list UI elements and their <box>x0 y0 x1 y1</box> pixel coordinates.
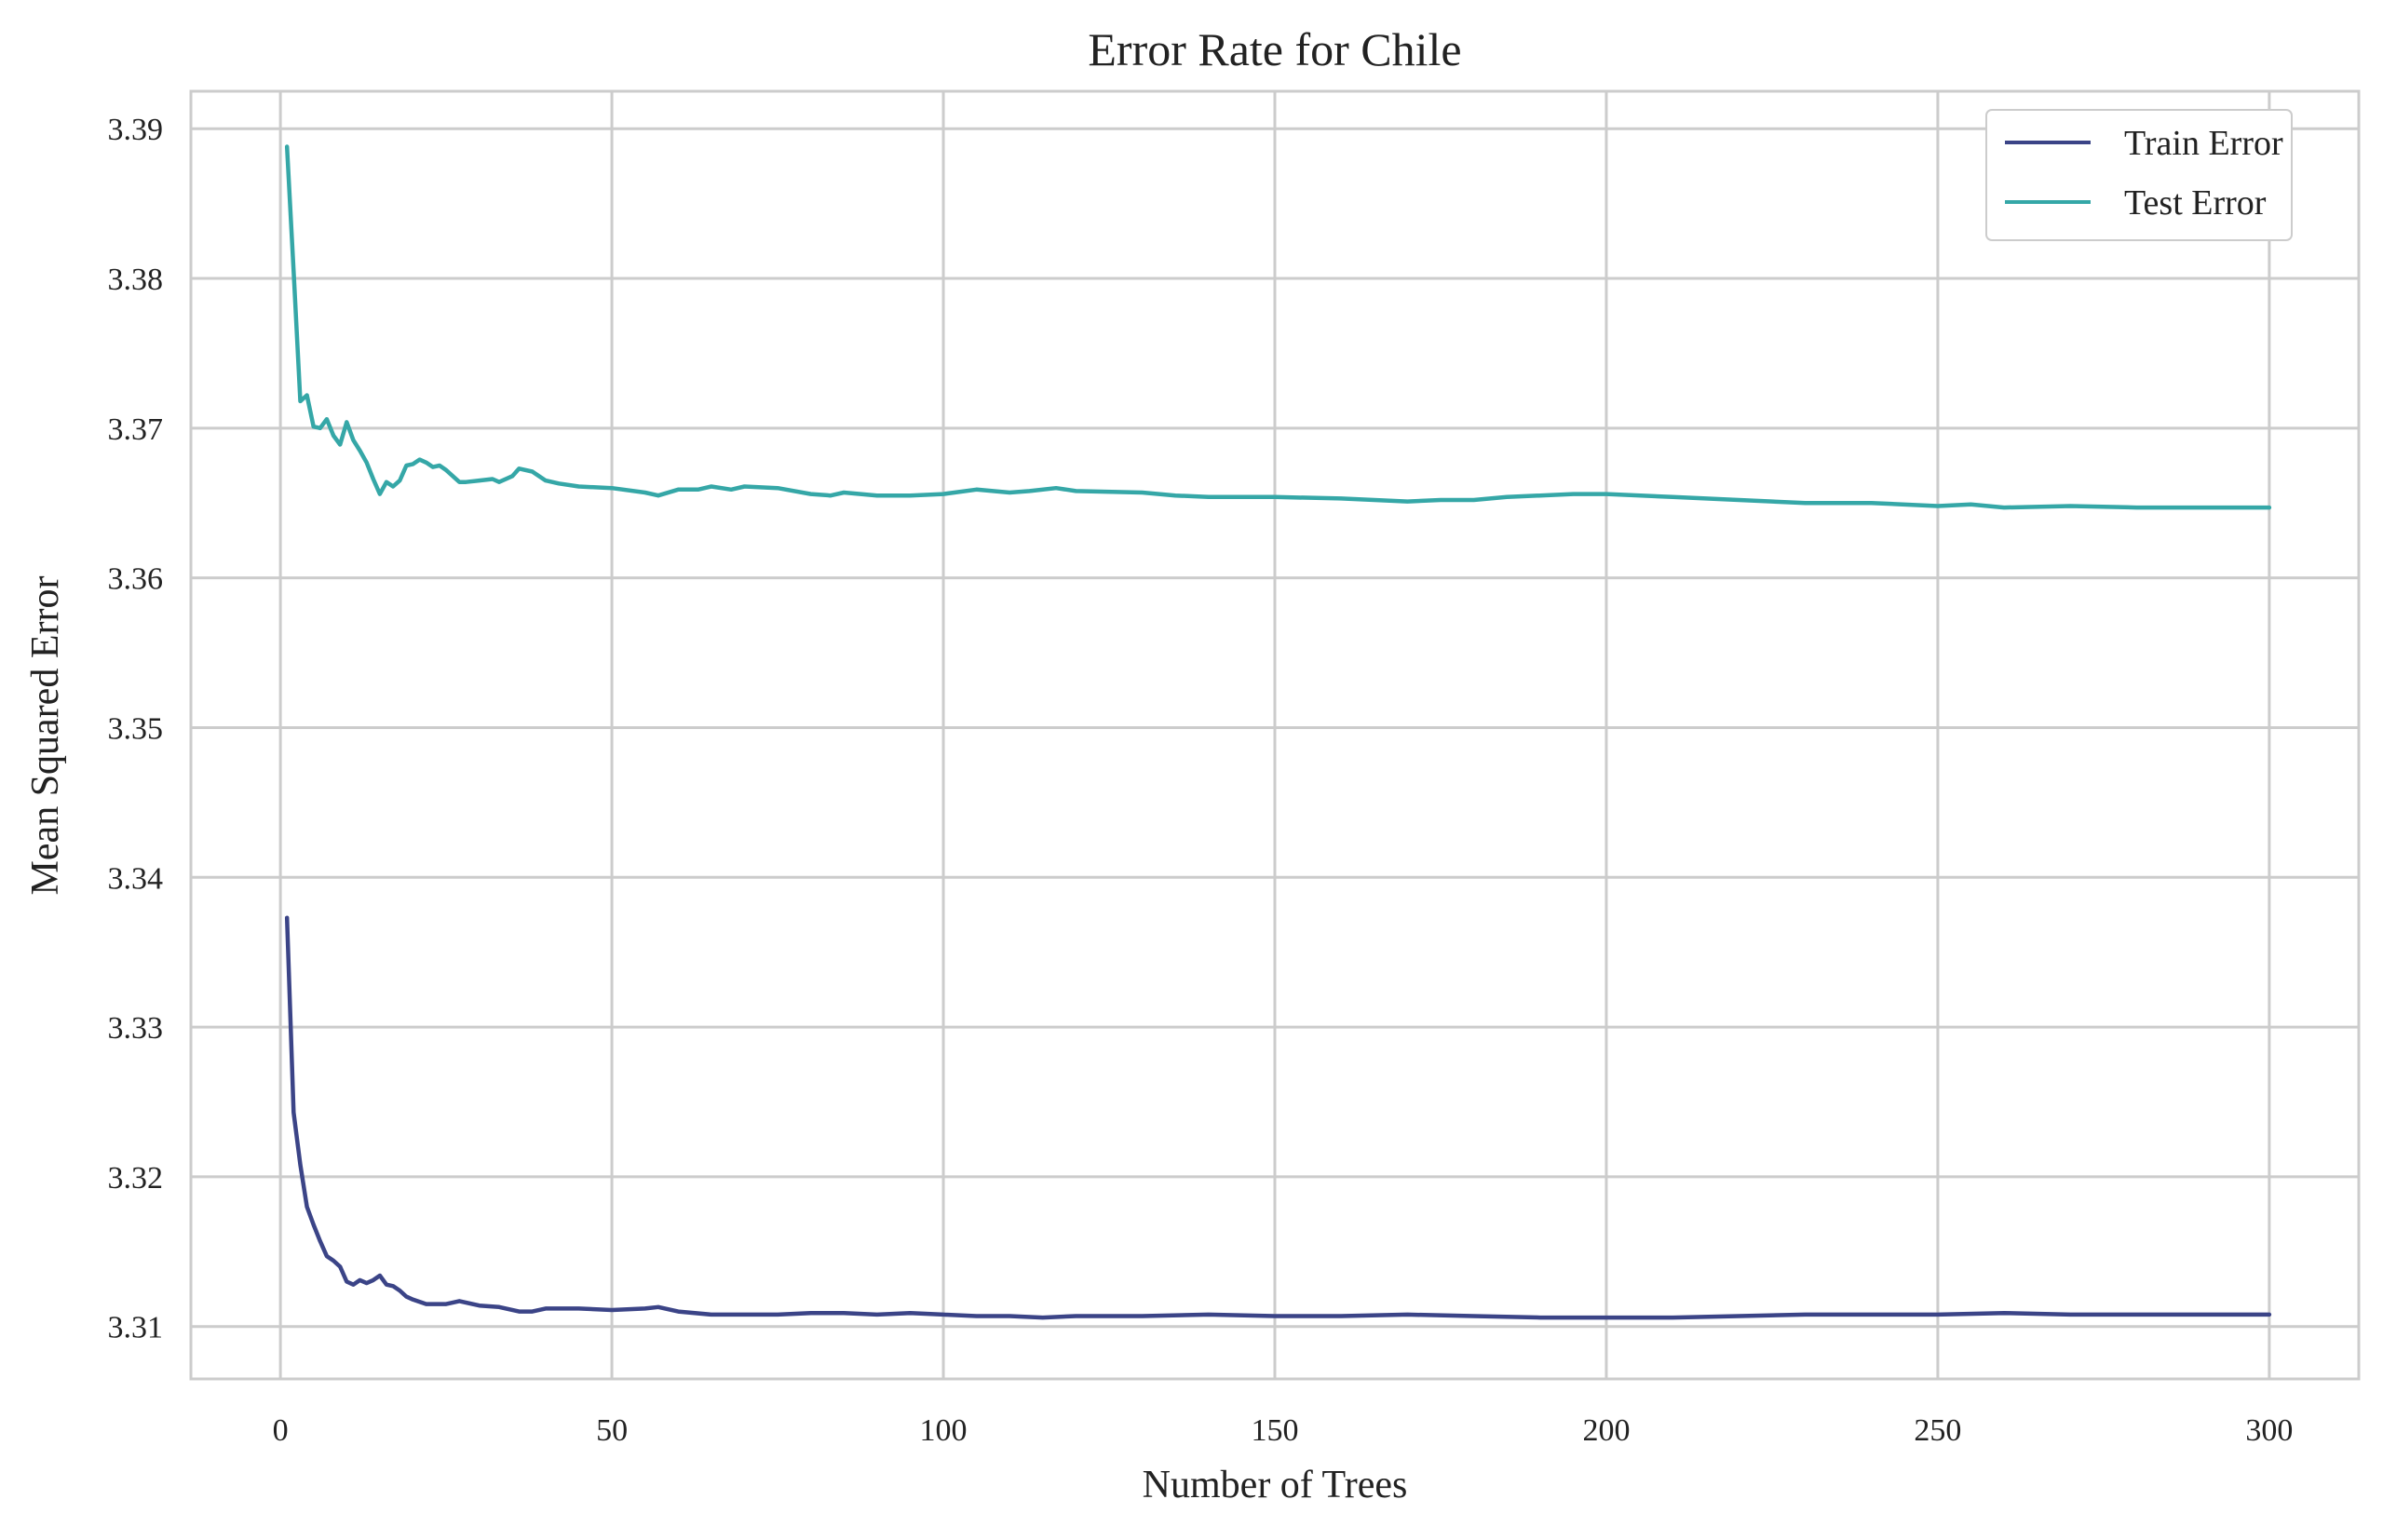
y-tick-label: 3.36 <box>108 562 164 597</box>
y-tick-label: 3.38 <box>108 263 164 297</box>
plot-frame <box>189 89 2361 1381</box>
y-tick-label: 3.35 <box>108 711 164 746</box>
x-tick-label: 50 <box>596 1413 628 1448</box>
x-axis-title: Number of Trees <box>1143 1464 1408 1506</box>
x-tick-label: 200 <box>1582 1413 1630 1448</box>
series-layer <box>284 144 2272 1320</box>
legend-label-test-error: Test Error <box>2124 183 2267 223</box>
x-tick-label: 250 <box>1914 1413 1961 1448</box>
series-line-train-error <box>284 915 2272 1320</box>
y-axis-ticks: 3.31 3.32 3.33 3.34 3.35 3.36 3.37 3.38 3.39 <box>108 113 164 1345</box>
series-line-test-error <box>284 144 2272 510</box>
legend-label-train-error: Train Error <box>2124 124 2283 163</box>
x-tick-label: 0 <box>273 1413 289 1448</box>
y-tick-label: 3.37 <box>108 412 164 447</box>
legend: Train Error Test Error <box>1985 109 2293 241</box>
y-tick-label: 3.31 <box>108 1311 164 1345</box>
x-tick-label: 100 <box>920 1413 968 1448</box>
y-axis-title: Mean Squared Error <box>24 576 67 896</box>
x-tick-label: 300 <box>2245 1413 2293 1448</box>
grid-layer <box>191 91 2359 1379</box>
x-axis-ticks: 0 50 100 150 200 250 300 <box>273 1413 2294 1448</box>
y-tick-label: 3.34 <box>108 861 164 896</box>
y-tick-label: 3.33 <box>108 1011 164 1046</box>
y-tick-label: 3.39 <box>108 113 164 147</box>
y-tick-label: 3.32 <box>108 1161 164 1196</box>
chart-title: Error Rate for Chile <box>1088 23 1461 75</box>
x-tick-label: 150 <box>1252 1413 1299 1448</box>
